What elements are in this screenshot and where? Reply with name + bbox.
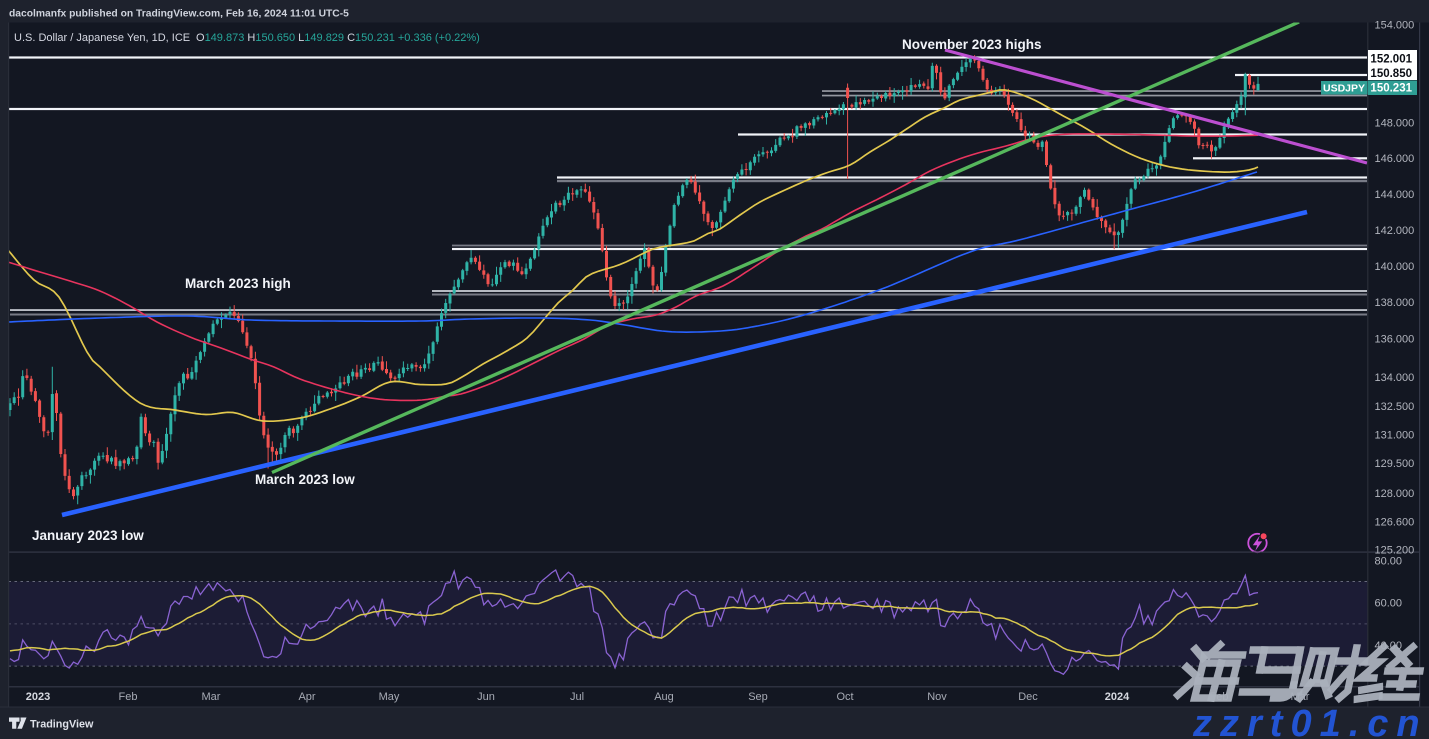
- svg-text:USDJPY: USDJPY: [1323, 83, 1365, 95]
- svg-text:Nov: Nov: [927, 691, 947, 703]
- svg-text:Oct: Oct: [836, 691, 853, 703]
- svg-text:131.000: 131.000: [1375, 430, 1415, 442]
- svg-text:dacolmanfx published on Tradin: dacolmanfx published on TradingView.com,…: [9, 9, 349, 20]
- svg-text:60.00: 60.00: [1375, 598, 1403, 610]
- svg-text:Jun: Jun: [477, 691, 495, 703]
- svg-text:May: May: [379, 691, 400, 703]
- svg-text:80.00: 80.00: [1375, 556, 1403, 568]
- svg-text:138.000: 138.000: [1375, 297, 1415, 309]
- svg-text:Mar: Mar: [202, 691, 221, 703]
- svg-text:March 2023 low: March 2023 low: [255, 472, 355, 487]
- svg-text:March 2023 high: March 2023 high: [185, 276, 291, 291]
- svg-text:142.000: 142.000: [1375, 225, 1415, 237]
- svg-text:150.850: 150.850: [1370, 68, 1412, 80]
- svg-text:zzrt01.cn: zzrt01.cn: [1192, 703, 1428, 739]
- svg-text:136.000: 136.000: [1375, 334, 1415, 346]
- svg-text:2024: 2024: [1105, 691, 1130, 703]
- svg-text:129.500: 129.500: [1375, 458, 1415, 470]
- svg-text:January 2023 low: January 2023 low: [32, 528, 144, 543]
- svg-text:126.600: 126.600: [1375, 517, 1415, 529]
- svg-text:150.231: 150.231: [1370, 83, 1412, 95]
- svg-text:146.000: 146.000: [1375, 153, 1415, 165]
- svg-text:Aug: Aug: [654, 691, 674, 703]
- svg-text:U.S. Dollar / Japanese Yen, 1D: U.S. Dollar / Japanese Yen, 1D, ICE: [14, 32, 190, 44]
- svg-text:134.000: 134.000: [1375, 372, 1415, 384]
- svg-text:152.001: 152.001: [1370, 54, 1412, 66]
- svg-text:125.200: 125.200: [1375, 545, 1415, 557]
- svg-text:Sep: Sep: [748, 691, 768, 703]
- svg-text:TradingView: TradingView: [30, 719, 94, 731]
- svg-text:128.000: 128.000: [1375, 488, 1415, 500]
- svg-text:Dec: Dec: [1018, 691, 1038, 703]
- svg-text:154.000: 154.000: [1375, 20, 1415, 32]
- svg-text:148.000: 148.000: [1375, 118, 1415, 130]
- svg-text:Jul: Jul: [570, 691, 584, 703]
- svg-text:Apr: Apr: [298, 691, 315, 703]
- svg-text:2023: 2023: [26, 691, 50, 703]
- svg-text:Feb: Feb: [119, 691, 138, 703]
- svg-text:140.000: 140.000: [1375, 261, 1415, 273]
- svg-text:November 2023 highs: November 2023 highs: [902, 37, 1042, 52]
- svg-text:144.000: 144.000: [1375, 189, 1415, 201]
- svg-text:132.500: 132.500: [1375, 401, 1415, 413]
- svg-text:O149.873 H150.650 L149.829 C15: O149.873 H150.650 L149.829 C150.231 +0.3…: [196, 32, 480, 44]
